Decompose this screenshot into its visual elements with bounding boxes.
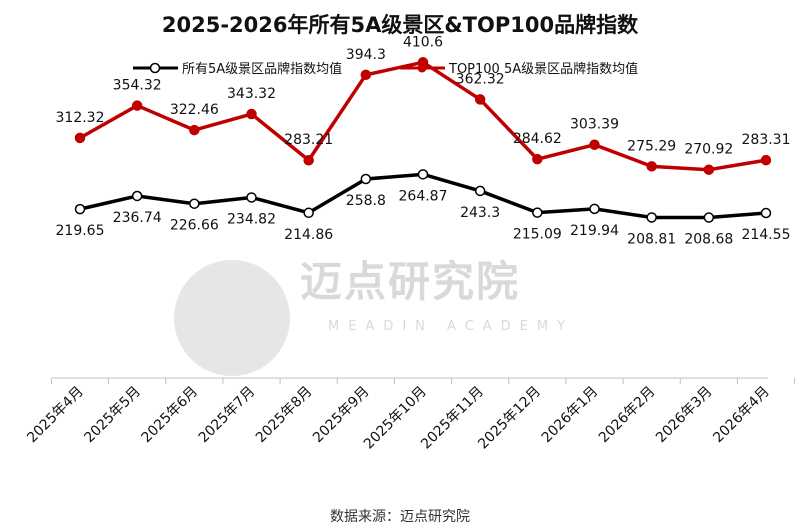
- data-point-top100: [131, 100, 143, 111]
- x-tick-label: 2025年8月: [253, 384, 316, 447]
- data-point-top100: [760, 154, 772, 166]
- legend: 所有5A级景区品牌指数均值 TOP100 5A级景区品牌指数均值: [133, 61, 638, 77]
- data-label-top100: 284.62: [513, 131, 562, 147]
- data-point-all: [131, 190, 143, 202]
- data-label-all: 258.8: [346, 193, 386, 209]
- x-tick-label: 2026年4月: [710, 384, 773, 447]
- data-label-all: 215.09: [513, 227, 562, 243]
- data-label-top100: 354.32: [113, 78, 162, 94]
- data-label-all: 208.68: [684, 232, 733, 248]
- data-label-all: 208.81: [627, 231, 676, 247]
- data-point-all: [760, 207, 772, 219]
- data-point-top100: [703, 164, 715, 175]
- x-tick-label: 2026年1月: [539, 384, 602, 447]
- series-layer: [74, 57, 772, 223]
- watermark-logo-icon: [174, 260, 290, 376]
- x-tick-label: 2025年5月: [81, 384, 144, 447]
- data-label-all: 214.55: [742, 227, 791, 243]
- data-label-all: 234.82: [227, 211, 276, 227]
- data-label-top100: 394.3: [346, 47, 386, 63]
- data-point-top100: [360, 69, 372, 81]
- data-point-top100: [74, 132, 86, 144]
- legend-label-all: 所有5A级景区品牌指数均值: [182, 61, 342, 77]
- x-tick-label: 2025年6月: [139, 384, 202, 447]
- data-point-all: [189, 198, 200, 209]
- data-label-top100: 283.31: [742, 132, 791, 148]
- data-label-top100: 362.32: [456, 71, 505, 87]
- data-point-all: [360, 173, 372, 185]
- x-tick-label: 2025年4月: [24, 384, 87, 447]
- data-point-top100: [417, 57, 429, 68]
- data-point-all: [303, 207, 314, 219]
- data-label-top100: 410.6: [403, 34, 443, 50]
- watermark-subtext: MEADIN ACADEMY: [328, 319, 574, 334]
- legend-item-top100: TOP100 5A级景区品牌指数均值: [400, 61, 638, 77]
- data-point-all: [74, 203, 86, 215]
- data-point-top100: [474, 94, 486, 105]
- data-label-top100: 275.29: [627, 138, 676, 154]
- data-label-layer: 219.65 236.74 226.66 234.82 214.86 258.8 264.8…: [56, 34, 791, 247]
- data-label-all: 226.66: [170, 218, 219, 234]
- data-label-all: 243.3: [460, 205, 500, 221]
- source-note: 数据来源：迈点研究院: [330, 509, 470, 525]
- data-label-all: 219.65: [56, 223, 105, 239]
- data-point-all: [532, 207, 543, 218]
- data-point-all: [417, 169, 429, 180]
- data-point-all: [703, 212, 715, 223]
- x-tick-label: 2026年2月: [596, 384, 659, 447]
- data-label-all: 219.94: [570, 223, 619, 239]
- data-label-top100: 283.21: [284, 132, 333, 148]
- data-point-top100: [589, 139, 600, 150]
- data-label-all: 264.87: [399, 188, 448, 204]
- data-label-top100: 322.46: [170, 102, 219, 118]
- data-point-all: [646, 212, 657, 223]
- data-point-top100: [189, 124, 200, 136]
- x-axis-ticks: [50, 378, 796, 384]
- legend-marker-all: [149, 62, 161, 74]
- legend-item-all: 所有5A级景区品牌指数均值: [133, 61, 342, 77]
- x-tick-label: 2025年7月: [196, 384, 259, 447]
- data-point-top100: [303, 154, 314, 166]
- watermark-text: 迈点研究院: [300, 257, 520, 306]
- x-tick-label: 2026年3月: [653, 384, 716, 447]
- data-label-top100: 303.39: [570, 117, 619, 133]
- chart-title: 2025-2026年所有5A级景区&TOP100品牌指数: [162, 13, 639, 37]
- data-point-top100: [646, 161, 657, 172]
- data-point-top100: [532, 153, 543, 165]
- data-label-all: 214.86: [284, 227, 333, 243]
- legend-label-top100: TOP100 5A级景区品牌指数均值: [448, 61, 638, 77]
- data-label-top100: 270.92: [684, 142, 733, 158]
- data-label-top100: 343.32: [227, 86, 276, 102]
- data-point-top100: [246, 108, 257, 120]
- data-point-all: [474, 185, 486, 197]
- watermark: 迈点研究院 MEADIN ACADEMY: [174, 257, 574, 376]
- data-label-all: 236.74: [113, 210, 162, 226]
- data-point-all: [246, 192, 257, 203]
- data-point-all: [589, 203, 600, 215]
- x-tick-label: 2025年9月: [310, 384, 373, 447]
- data-label-top100: 312.32: [56, 110, 105, 126]
- x-axis-tick-labels: 2025年4月2025年5月2025年6月2025年7月2025年8月2025年…: [24, 384, 773, 453]
